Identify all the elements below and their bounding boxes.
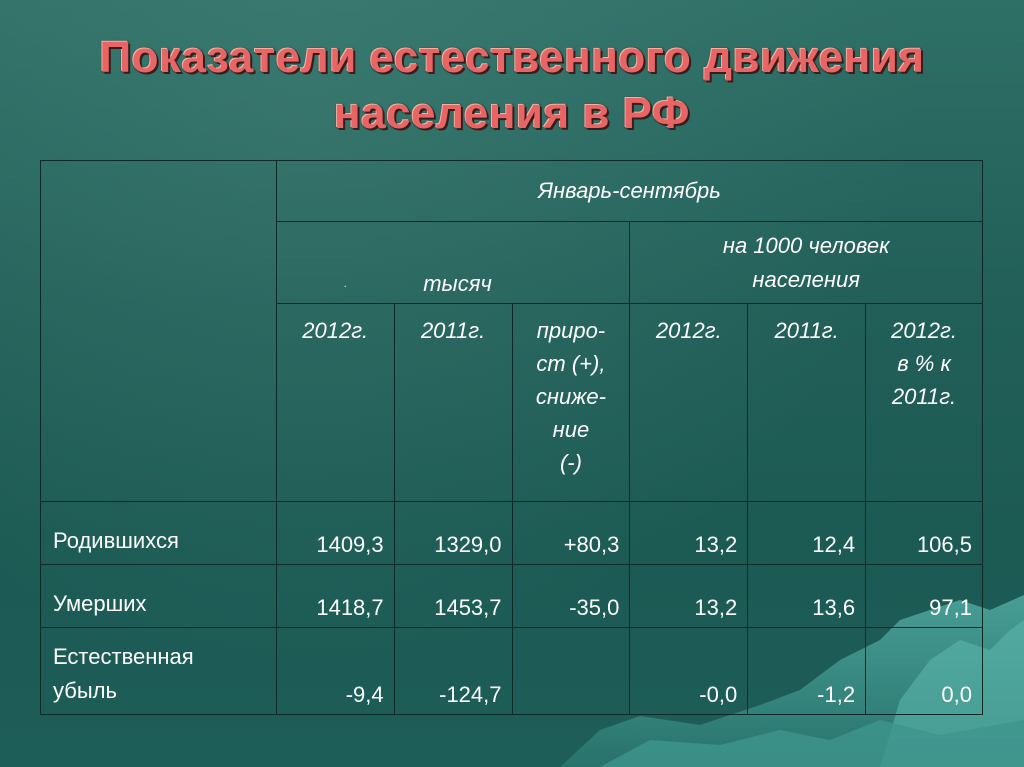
- col-header-percent-line: в % к: [897, 351, 951, 376]
- cell-value: -1,2: [747, 627, 867, 715]
- col-header-rate-2011: 2011г.: [747, 303, 867, 502]
- row-label: Родившихся: [40, 501, 277, 565]
- row-label: Умерших: [40, 564, 277, 628]
- table-row-natural-decrease: Естественная убыль -9,4 -124,7 -0,0 -1,2…: [40, 627, 983, 715]
- group-thousands-header: . тысяч: [275, 221, 631, 304]
- title-line-2: населения в РФ: [334, 89, 690, 138]
- col-header-percent: 2012г. в % к 2011г.: [865, 303, 983, 502]
- cell-value: -124,7: [393, 627, 513, 715]
- cell-value: -35,0: [511, 564, 631, 628]
- cell-value: 1453,7: [393, 564, 513, 628]
- col-header-change-line: сниже-: [535, 384, 606, 409]
- col-header-percent-line: 2011г.: [891, 384, 957, 409]
- cell-value: 13,2: [629, 501, 749, 565]
- page-title: Показатели естественного движения населе…: [0, 30, 1024, 142]
- row-label-line: убыль: [53, 678, 117, 703]
- row-label-line: Естественная: [53, 644, 194, 669]
- dot-mark: .: [344, 279, 348, 290]
- col-header-change: приро- ст (+), сниже- ние (-): [511, 303, 631, 502]
- cell-value: [511, 627, 631, 715]
- col-header-change-line: (-): [559, 450, 582, 475]
- cell-value: 12,4: [747, 501, 867, 565]
- cell-value: 106,5: [865, 501, 983, 565]
- cell-value: 97,1: [865, 564, 983, 628]
- col-header-rate-2012: 2012г.: [629, 303, 749, 502]
- col-header-2012: 2012г.: [275, 303, 395, 502]
- group-per-1000-line-2: населения: [752, 266, 860, 292]
- cell-value: 0,0: [865, 627, 983, 715]
- col-header-change-line: ст (+),: [536, 351, 606, 376]
- col-header-change-line: приро-: [536, 318, 606, 343]
- table-row-deaths: Умерших 1418,7 1453,7 -35,0 13,2 13,6 97…: [40, 564, 983, 628]
- col-header-2011: 2011г.: [393, 303, 513, 502]
- group-per-1000-line-1: на 1000 человек: [722, 232, 890, 258]
- cell-value: -9,4: [275, 627, 395, 715]
- population-table: Январь-сентябрь . тысяч на 1000 человек …: [40, 160, 984, 715]
- cell-value: 13,2: [629, 564, 749, 628]
- title-line-1: Показатели естественного движения: [99, 33, 925, 82]
- table-row-births: Родившихся 1409,3 1329,0 +80,3 13,2 12,4…: [40, 501, 983, 565]
- period-header: Январь-сентябрь: [275, 160, 984, 222]
- col-header-change-line: ние: [552, 417, 590, 442]
- cell-value: 13,6: [747, 564, 867, 628]
- cell-value: +80,3: [511, 501, 631, 565]
- row-label: Естественная убыль: [40, 627, 277, 715]
- cell-value: -0,0: [629, 627, 749, 715]
- col-header-percent-line: 2012г.: [891, 318, 957, 343]
- cell-value: 1409,3: [275, 501, 395, 565]
- group-per-1000-header: на 1000 человек населения: [629, 221, 983, 304]
- cell-value: 1329,0: [393, 501, 513, 565]
- cell-value: 1418,7: [275, 564, 395, 628]
- group-thousands-label: тысяч: [423, 271, 492, 296]
- corner-cell: [40, 160, 277, 502]
